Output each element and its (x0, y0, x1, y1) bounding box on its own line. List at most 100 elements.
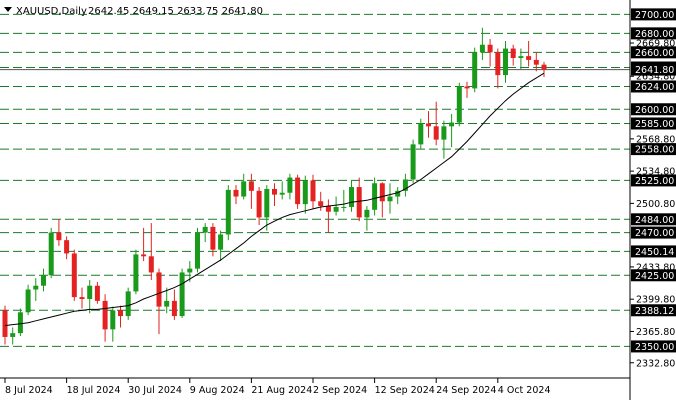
key-level-tag-bg (631, 304, 676, 317)
key-level-tag-bg (631, 27, 676, 40)
key-level-tag-bg (631, 174, 676, 187)
candle-body (179, 272, 185, 317)
date-tick-label: 2 Sep 2024 (313, 385, 367, 396)
key-level-tag-bg (631, 8, 676, 21)
price-tick-label: 2399.80 (636, 295, 675, 306)
candle-body (110, 310, 116, 330)
candle-body (295, 177, 301, 205)
candle-body (33, 285, 39, 290)
candle-body (133, 254, 139, 292)
price-tick-label: 2332.80 (636, 358, 675, 369)
candle-body (2, 310, 8, 337)
key-level-tag: 2600.00 (635, 105, 674, 116)
key-level-tag: 2624.00 (635, 82, 674, 93)
key-level-tag-bg (631, 117, 676, 130)
date-tick-label: 12 Sep 2024 (375, 385, 435, 396)
candle-body (241, 181, 247, 197)
candle-body (533, 59, 539, 65)
candle-body (79, 297, 85, 299)
candle-body (302, 180, 308, 205)
candle-body (248, 181, 254, 191)
candle-body (333, 206, 339, 212)
candle-body (48, 232, 54, 276)
key-level-tag: 2700.00 (635, 10, 674, 21)
ohlc-label: 2642.45 2649.15 2633.75 2641.80 (88, 6, 263, 17)
candle-body (379, 183, 385, 202)
candle-body (102, 300, 108, 330)
key-level-tag: 2425.00 (635, 271, 674, 282)
candle-body (487, 44, 493, 53)
key-level-tag-bg (631, 80, 676, 93)
candle-body (456, 86, 462, 123)
key-level-tag: 2525.00 (635, 176, 674, 187)
price-tick-label: 2669.80 (636, 39, 675, 50)
candle-body (510, 48, 516, 59)
key-level-tag-bg (631, 46, 676, 59)
candle-body (426, 123, 431, 127)
candle-body (187, 268, 193, 273)
candle-bodies (2, 44, 547, 337)
date-tick-label: 8 Jul 2024 (5, 385, 53, 396)
candle-body (233, 189, 239, 197)
candle-body (402, 179, 408, 191)
chart-header: XAUUSD,Daily 2642.45 2649.15 2633.75 264… (4, 6, 263, 17)
candle-body (87, 285, 93, 299)
candle-body (56, 232, 62, 241)
price-tick-label: 2365.80 (636, 327, 675, 338)
candle-body (17, 312, 23, 334)
candle-body (418, 123, 424, 145)
key-level-tag-bg (631, 269, 676, 282)
candle-body (171, 300, 177, 317)
key-level-tag: 2450.14 (635, 247, 674, 258)
candle-body (372, 183, 378, 210)
key-level-tag-bg (631, 103, 676, 116)
current-price-tag-bg (631, 63, 676, 76)
candle-body (356, 187, 362, 218)
time-axis-labels: 8 Jul 2024 18 Jul 2024 30 Jul 2024 9 Aug 20… (4, 378, 551, 396)
candle-body (325, 206, 331, 212)
price-tick-label: 2568.80 (636, 134, 675, 145)
price-tick-label: 2634.80 (636, 72, 675, 83)
symbol-label: XAUUSD,Daily (16, 6, 87, 17)
candle-body (64, 240, 70, 254)
candle-body (464, 86, 470, 89)
candle-body (25, 289, 31, 313)
price-tick-label: 2500.80 (636, 199, 675, 210)
candle-body (118, 310, 123, 317)
candle-body (125, 291, 131, 317)
candle-body (41, 275, 46, 286)
candle-body (410, 144, 416, 180)
candle-body (287, 177, 293, 193)
key-level-tag: 2350.00 (635, 342, 674, 353)
candle-body (210, 226, 216, 250)
header-arrow-icon (4, 7, 12, 12)
candle-body (526, 56, 532, 60)
key-level-tag: 2388.12 (635, 306, 674, 317)
candle-body (449, 122, 455, 127)
candle-body (310, 180, 316, 202)
date-tick-label: 9 Aug 2024 (190, 385, 245, 396)
key-level-tag: 2660.00 (635, 48, 674, 59)
current-price-tag: 2641.80 (635, 65, 674, 76)
candle-body (341, 206, 347, 208)
moving-average-line (4, 72, 545, 327)
candle-body (141, 254, 147, 257)
candle-body (541, 64, 547, 70)
candle-body (387, 196, 393, 202)
candle-body (433, 126, 439, 140)
candle-body (349, 187, 354, 207)
candle-body (479, 44, 485, 53)
candle-body (264, 188, 270, 218)
key-level-grid (0, 13, 630, 347)
candle-body (164, 300, 170, 307)
candle-body (94, 285, 100, 301)
candle-body (441, 126, 447, 140)
candle-body (195, 232, 200, 269)
date-tick-label: 4 Oct 2024 (498, 385, 551, 396)
candle-body (495, 52, 501, 76)
date-tick-label: 18 Jul 2024 (67, 385, 121, 396)
candle-body (395, 190, 401, 197)
key-level-tag-bg (631, 213, 676, 226)
price-axis-labels: 2669.80 2634.80 2568.80 2534.80 2500.80 2433.… (630, 8, 676, 369)
